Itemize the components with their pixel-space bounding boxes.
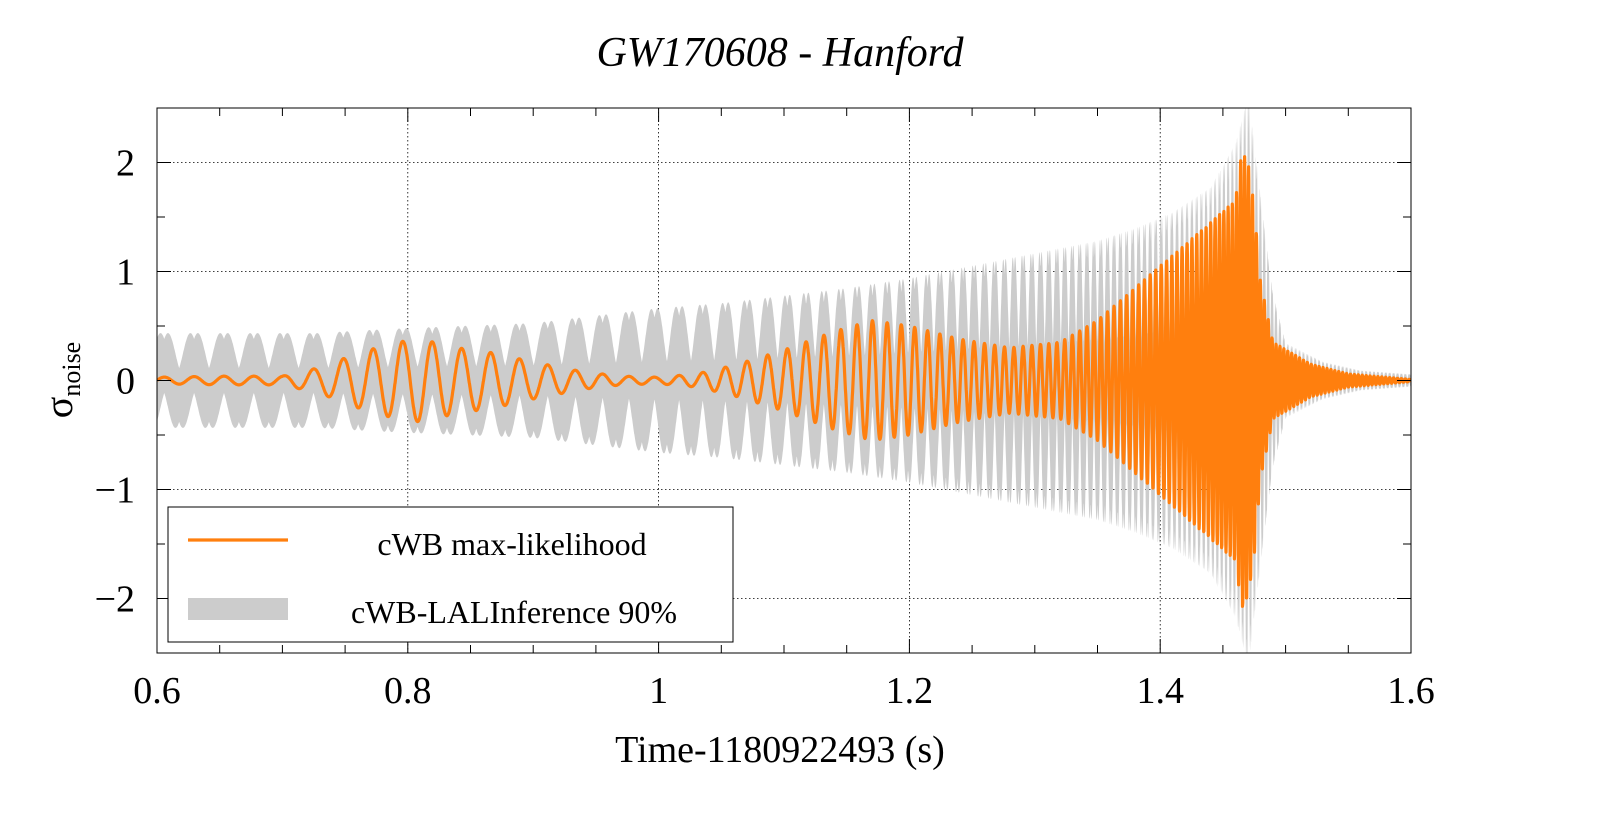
x-tick-label: 0.8 [384,670,432,712]
y-tick-label: −1 [95,470,135,512]
y-tick-label: −2 [95,579,135,621]
y-axis-label: σnoise [36,342,86,418]
svg-text:σnoise: σnoise [36,342,86,418]
y-tick-label: 2 [116,143,135,185]
y-tick-label: 0 [116,361,135,403]
x-tick-label: 1.2 [886,670,934,712]
x-tick-label: 1.6 [1387,670,1435,712]
x-tick-label: 1 [649,670,668,712]
y-tick-labels: −2 −1 0 1 2 [95,143,135,621]
legend: cWB max-likelihood cWB-LALInference 90% [167,506,734,643]
legend-band-swatch [188,598,288,620]
axis-ticks [156,107,1412,654]
legend-label-band: cWB-LALInference 90% [351,594,677,630]
x-axis-label: Time-1180922493 (s) [615,729,945,771]
series-line-cwb-max-likelihood [157,155,1411,608]
legend-label-max-likelihood: cWB max-likelihood [377,526,646,562]
x-tick-label: 0.6 [133,670,181,712]
y-tick-label: 1 [116,252,135,294]
x-tick-label: 1.4 [1136,670,1184,712]
chart-title: GW170608 - Hanford [596,30,964,76]
x-tick-labels: 0.6 0.8 1 1.2 1.4 1.6 [133,670,1435,712]
y-axis-label-sub: noise [57,342,86,397]
y-axis-label-main: σ [36,397,81,419]
